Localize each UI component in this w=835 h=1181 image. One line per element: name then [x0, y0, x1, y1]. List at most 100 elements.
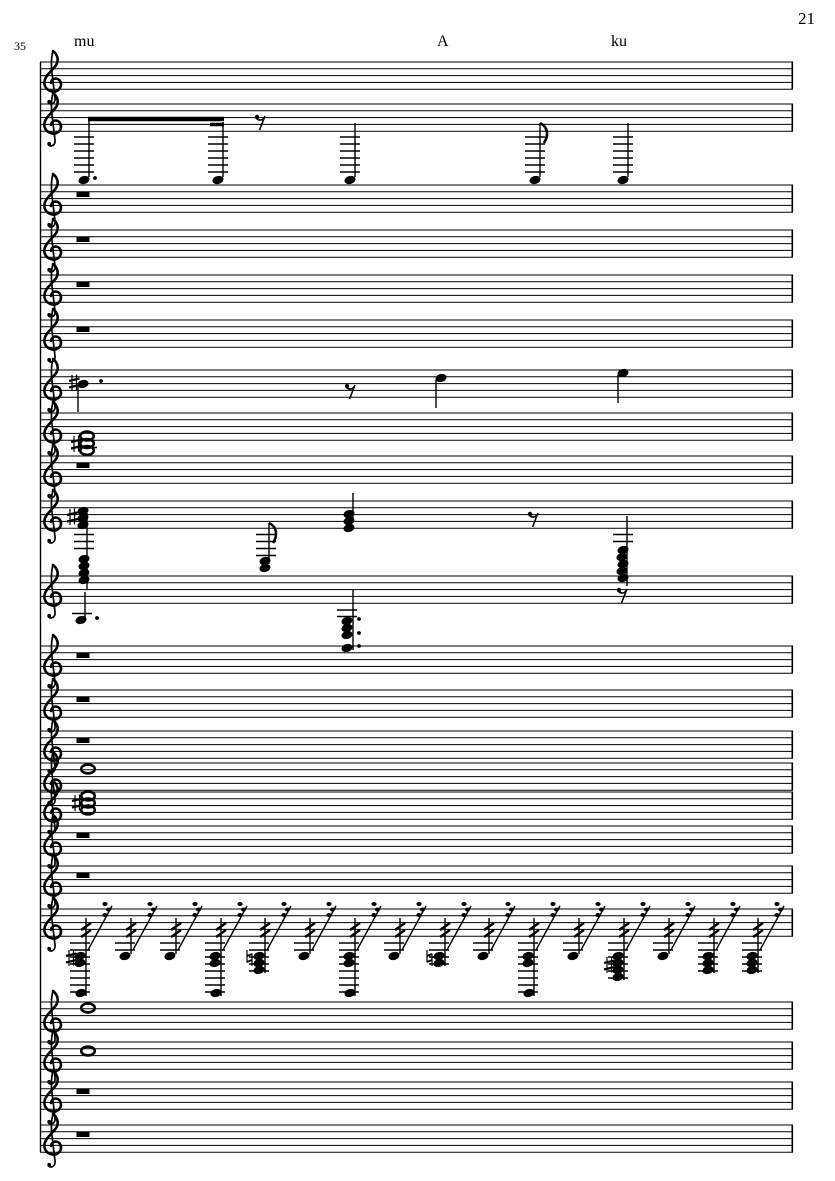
tremolo-flag	[170, 922, 182, 931]
tremolo-dot	[102, 902, 108, 906]
notehead	[78, 175, 90, 185]
treble-clef-icon	[47, 683, 52, 688]
tremolo-flag	[304, 929, 316, 938]
treble-clef-icon	[43, 989, 63, 1033]
augmentation-dot	[357, 617, 361, 621]
tremolo-dot	[281, 913, 287, 917]
sharp-icon	[65, 958, 77, 964]
eighth-rest	[255, 115, 266, 131]
tremolo-flag	[663, 922, 675, 931]
whole-rest	[76, 1088, 90, 1094]
tremolo-flag	[439, 922, 451, 931]
tremolo-flag	[483, 922, 495, 931]
notehead	[341, 623, 353, 633]
bass-notehead	[253, 958, 265, 968]
tremolo-flag	[125, 922, 137, 931]
notehead	[259, 563, 271, 573]
tremolo-chord-notehead	[657, 951, 669, 961]
whole-rest	[76, 281, 90, 287]
treble-clef-icon	[43, 813, 63, 857]
treble-clef-icon	[47, 92, 56, 147]
whole-note	[79, 797, 97, 809]
tremolo-dot	[371, 913, 377, 917]
tremolo-slash	[625, 905, 651, 951]
tremolo-chord-notehead	[343, 951, 355, 961]
tremolo-dot	[464, 907, 471, 912]
treble-clef-icon	[43, 718, 63, 762]
notehead	[616, 566, 628, 576]
tremolo-flag	[304, 922, 316, 931]
tremolo-dot	[553, 907, 560, 912]
notehead	[617, 368, 629, 378]
page-number: 21	[798, 9, 815, 28]
lyric-syllable: ku	[611, 33, 627, 50]
notehead	[341, 616, 353, 626]
notehead	[78, 554, 90, 564]
augmentation-dot	[357, 644, 361, 648]
whole-rest	[76, 737, 90, 743]
lyric-syllable: A	[437, 33, 449, 50]
notehead	[343, 516, 355, 526]
notehead	[617, 559, 629, 569]
notehead	[616, 552, 628, 562]
treble-clef-icon	[43, 49, 63, 93]
tremolo-slash	[446, 905, 472, 951]
tremolo-flag	[752, 922, 764, 931]
bass-notehead	[702, 958, 714, 968]
augmentation-dot	[93, 176, 97, 180]
bass-notehead	[522, 958, 534, 968]
notehead	[77, 520, 89, 530]
tremolo-slash	[759, 905, 785, 951]
sharp-icon	[70, 438, 82, 444]
tremolo-flag	[528, 922, 540, 931]
notehead	[212, 175, 224, 185]
notehead	[343, 523, 355, 533]
tremolo-flag	[215, 922, 227, 931]
treble-clef-icon	[47, 946, 52, 951]
tremolo-dot	[598, 907, 605, 912]
bass-notehead	[702, 965, 714, 975]
tremolo-dot	[730, 902, 736, 906]
notehead	[78, 568, 90, 578]
tremolo-dot	[195, 907, 202, 912]
whole-rest	[76, 1131, 90, 1137]
tremolo-chord-notehead	[702, 951, 714, 961]
whole-note	[79, 763, 97, 775]
tremolo-dot	[416, 902, 422, 906]
tremolo-dot	[284, 907, 291, 912]
tremolo-slash	[535, 905, 561, 951]
tremolo-dot	[461, 902, 467, 906]
notehead	[341, 630, 353, 640]
bass-notehead	[523, 988, 535, 998]
sharp-icon	[66, 517, 78, 523]
tremolo-dot	[550, 902, 556, 906]
tremolo-flag	[708, 929, 720, 938]
tremolo-dot	[371, 902, 377, 906]
tremolo-flag	[618, 929, 630, 938]
tremolo-slash	[356, 905, 382, 951]
notehead	[529, 175, 541, 185]
notehead	[78, 561, 90, 571]
whole-note	[79, 1045, 97, 1057]
tremolo-slash	[311, 905, 337, 951]
eighth-rest	[344, 383, 350, 389]
whole-note	[78, 444, 96, 457]
tremolo-flag	[394, 922, 406, 931]
notehead	[259, 556, 271, 566]
tremolo-chord-notehead	[164, 951, 176, 961]
eighth-rest	[528, 512, 539, 528]
bass-notehead	[746, 958, 758, 968]
bass-notehead	[343, 958, 355, 968]
treble-clef-icon	[47, 897, 56, 952]
augmentation-dot	[95, 616, 99, 620]
tremolo-dot	[774, 913, 780, 917]
tremolo-dot	[150, 907, 157, 912]
treble-clef-icon	[47, 493, 52, 498]
tremolo-dot	[640, 902, 646, 906]
tremolo-flag	[483, 929, 495, 938]
notehead	[344, 175, 356, 185]
augmentation-dot	[99, 379, 103, 383]
tremolo-dot	[374, 907, 381, 912]
sharp-icon	[65, 952, 77, 958]
natural-icon	[426, 953, 433, 957]
